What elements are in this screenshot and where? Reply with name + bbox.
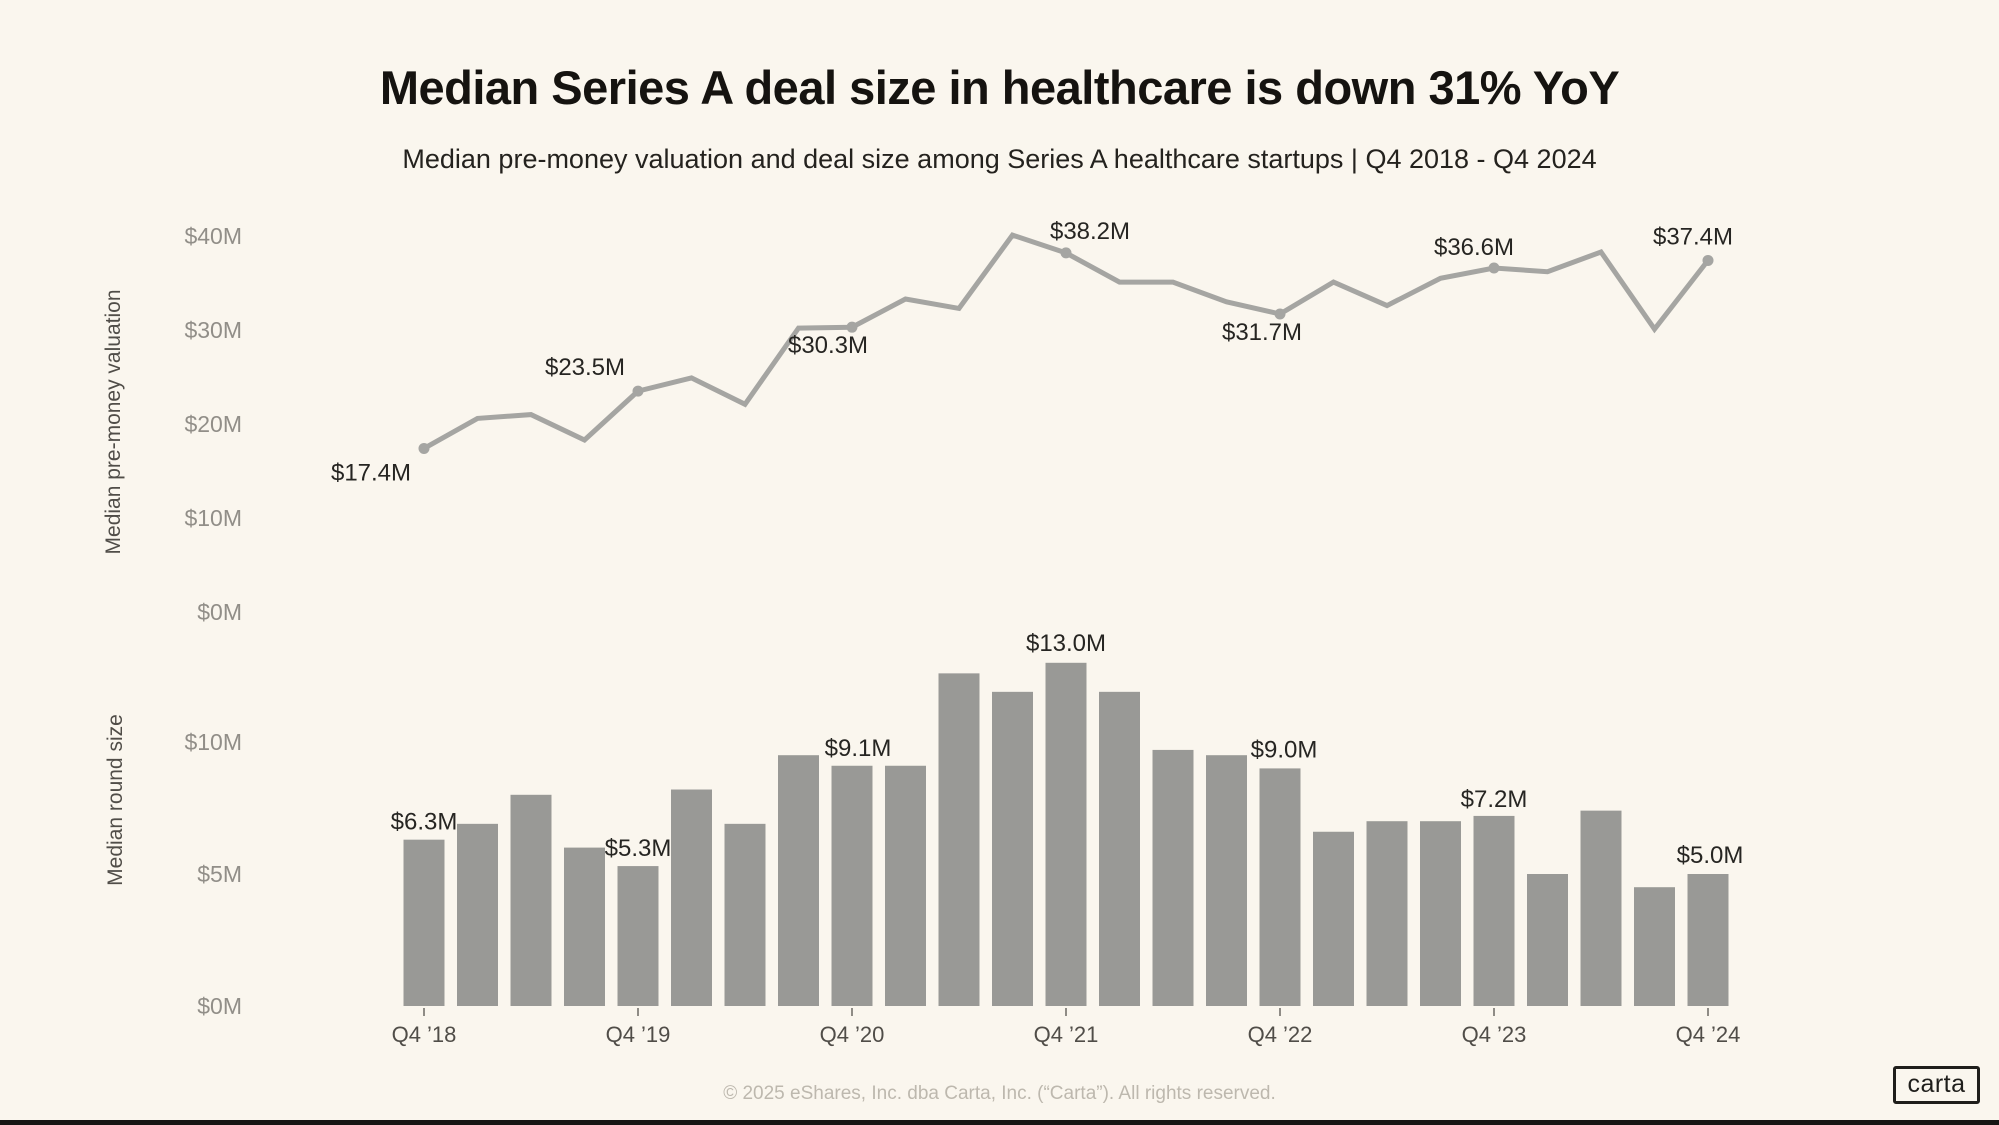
round-size-bar	[885, 765, 926, 1006]
round-size-bar	[1634, 887, 1675, 1006]
page-title: Median Series A deal size in healthcare …	[379, 61, 1620, 114]
round-size-bar	[938, 673, 980, 1006]
valuation-point-marker	[418, 442, 430, 454]
valuation-point-marker	[632, 385, 644, 397]
valuation-point-marker	[846, 321, 858, 333]
round-size-bar	[992, 691, 1033, 1006]
valuation-point-label: $23.5M	[545, 354, 625, 381]
x-axis-tick-label: Q4 ’21	[1034, 1022, 1099, 1047]
valuation-point-label: $38.2M	[1050, 218, 1130, 245]
x-axis-tick-label: Q4 ’23	[1462, 1022, 1527, 1047]
round-size-bar-label: $9.0M	[1251, 736, 1318, 763]
valuation-point-marker	[1488, 262, 1500, 274]
x-axis-tick-label: Q4 ’19	[606, 1022, 671, 1047]
round-size-bar	[1527, 874, 1568, 1006]
round-size-bar	[1687, 874, 1729, 1006]
carta-logo: carta	[1893, 1066, 1980, 1104]
line-y-tick-label: $20M	[184, 411, 242, 437]
round-size-bar	[1099, 691, 1140, 1006]
round-size-bar	[778, 755, 819, 1006]
valuation-point-marker	[1702, 254, 1714, 266]
copyright-text: © 2025 eShares, Inc. dba Carta, Inc. (“C…	[723, 1083, 1276, 1104]
round-size-bar	[831, 765, 873, 1006]
round-size-bar	[1420, 821, 1461, 1006]
round-size-bar	[671, 789, 712, 1006]
round-size-bar-label: $9.1M	[825, 735, 892, 762]
round-size-bar	[403, 839, 445, 1006]
round-size-bar	[1206, 755, 1247, 1006]
line-y-tick-label: $0M	[197, 599, 242, 625]
line-y-axis-title: Median pre-money valuation	[102, 290, 125, 555]
round-size-bar	[1259, 768, 1301, 1006]
valuation-point-label: $37.4M	[1653, 223, 1733, 250]
valuation-point-label: $36.6M	[1434, 234, 1514, 261]
round-size-bar-label: $7.2M	[1461, 786, 1528, 813]
bar-y-axis-title: Median round size	[104, 714, 127, 886]
bar-y-tick-label: $0M	[197, 993, 242, 1019]
round-size-bar	[1313, 831, 1354, 1006]
round-size-bar	[1045, 662, 1087, 1006]
valuation-point-marker	[1060, 247, 1072, 259]
line-y-tick-label: $30M	[184, 317, 242, 343]
round-size-bar	[510, 794, 552, 1006]
round-size-bar	[617, 866, 659, 1006]
round-size-bar-label: $13.0M	[1026, 630, 1106, 657]
valuation-line-series	[422, 232, 1710, 451]
valuation-point-label: $30.3M	[788, 332, 868, 359]
valuation-point-marker	[1274, 308, 1286, 320]
page-subtitle: Median pre-money valuation and deal size…	[402, 144, 1597, 174]
x-axis-tick-label: Q4 ’22	[1248, 1022, 1313, 1047]
round-size-bar-label: $5.3M	[605, 835, 672, 862]
round-size-bar	[457, 823, 498, 1006]
valuation-point-label: $31.7M	[1222, 319, 1302, 346]
round-size-bar	[1366, 821, 1408, 1006]
bar-y-tick-label: $5M	[197, 861, 242, 887]
bottom-accent-bar	[0, 1120, 1999, 1125]
round-size-bar	[1473, 815, 1515, 1006]
line-y-tick-label: $10M	[184, 505, 242, 531]
round-size-bar	[564, 847, 605, 1006]
round-size-bar-label: $5.0M	[1677, 842, 1744, 869]
x-axis-tick-label: Q4 ’24	[1676, 1022, 1741, 1047]
x-axis-tick-label: Q4 ’18	[392, 1022, 457, 1047]
carta-logo-text: carta	[1907, 1069, 1966, 1098]
round-size-bar	[724, 823, 766, 1006]
valuation-point-label: $17.4M	[331, 459, 411, 486]
round-size-bar	[1580, 810, 1622, 1006]
line-y-tick-label: $40M	[184, 223, 242, 249]
x-axis-tick-label: Q4 ’20	[820, 1022, 885, 1047]
bar-y-tick-label: $10M	[184, 729, 242, 755]
round-size-bar	[1152, 749, 1194, 1006]
round-size-bar-label: $6.3M	[391, 809, 458, 836]
